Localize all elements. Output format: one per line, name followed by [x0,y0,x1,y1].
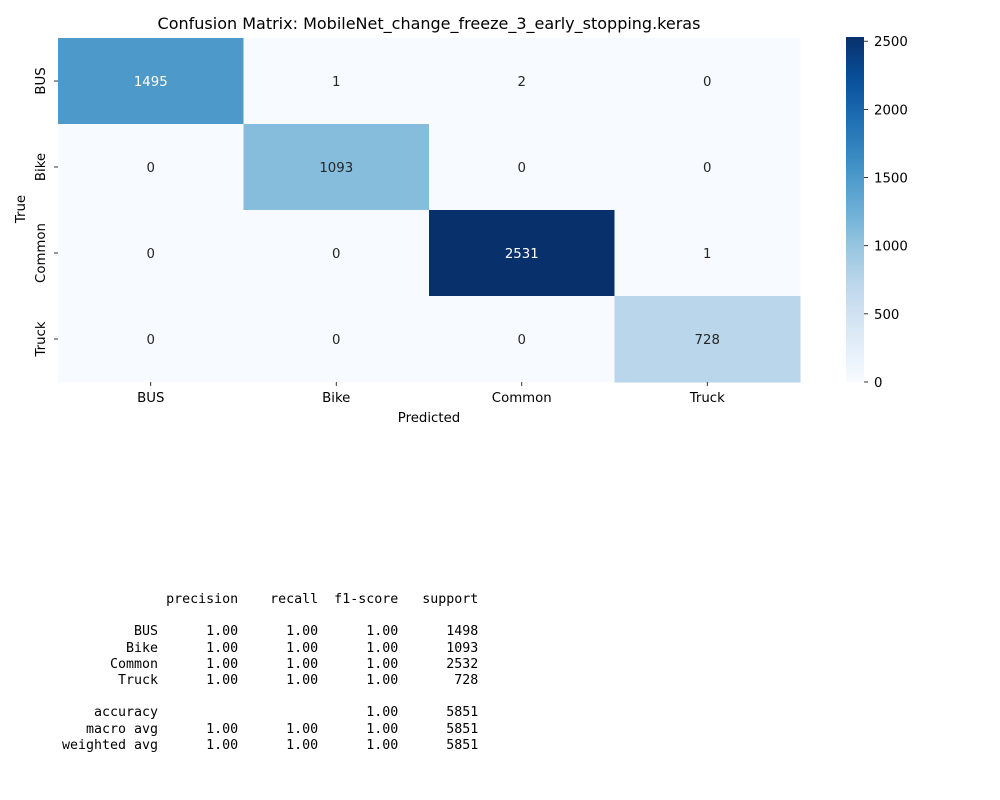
colorbar-tick-label: 2500 [874,35,908,50]
heatmap-grid: 1495 1 2 0 0 1093 0 0 0 0 2531 1 0 0 0 728 [58,38,801,383]
colorbar-tick-label: 2000 [874,103,908,118]
y-axis-label: True [14,195,29,224]
cell-value-label: 0 [332,333,340,348]
cell-value-label: 0 [703,161,711,176]
heatmap-cell [429,124,615,211]
cell-value-label: 728 [695,333,720,348]
heatmap-cell [243,296,430,383]
heatmap-cell [614,210,801,297]
x-tick-label: BUS [137,391,164,406]
cell-value-label: 1093 [319,161,353,176]
heatmap-cell [243,210,430,297]
y-tick-label: Truck [34,321,49,357]
cell-value-label: 0 [518,333,526,348]
chart-title: Confusion Matrix: MobileNet_change_freez… [158,14,701,34]
classification-report: precision recall f1-score support BUS 1.… [62,592,479,753]
x-axis-ticks: BUS Bike Common Truck [137,382,725,406]
cell-value-label: 2 [518,75,526,90]
heatmap-cell [614,296,801,383]
cell-value-label: 0 [703,75,711,90]
cell-value-label: 1495 [134,75,168,90]
cell-value-label: 2531 [505,247,539,262]
colorbar-tick-label: 1500 [874,172,908,187]
heatmap-cell [58,210,244,297]
cell-value-label: 0 [147,333,155,348]
heatmap-cell [243,124,430,211]
heatmap-cell [429,296,615,383]
heatmap-cell [58,38,244,125]
y-tick-label: Bike [34,153,49,181]
heatmap-cell [429,210,615,297]
x-tick-label: Common [492,391,552,406]
y-axis-ticks: BUS Bike Common Truck [34,67,58,358]
heatmap-cell [58,296,244,383]
cell-value-label: 0 [332,247,340,262]
x-axis-label: Predicted [398,411,460,426]
cell-value-label: 0 [518,161,526,176]
heatmap-cell [614,38,801,125]
heatmap-cell [429,38,615,125]
cell-value-label: 0 [147,247,155,262]
y-tick-label: Common [34,223,49,283]
heatmap-cell [243,38,430,125]
colorbar-tick-label: 500 [874,308,899,323]
colorbar: 0 500 1000 1500 2000 2500 [846,35,908,391]
cell-value-label: 1 [703,247,711,262]
heatmap-cell [58,124,244,211]
x-tick-label: Truck [689,391,725,406]
colorbar-tick-label: 1000 [874,240,908,255]
colorbar-gradient [846,37,864,382]
colorbar-tick-label: 0 [874,376,882,391]
y-tick-label: BUS [34,67,49,94]
heatmap-cell [614,124,801,211]
cell-value-label: 0 [147,161,155,176]
cell-value-label: 1 [332,75,340,90]
x-tick-label: Bike [322,391,350,406]
